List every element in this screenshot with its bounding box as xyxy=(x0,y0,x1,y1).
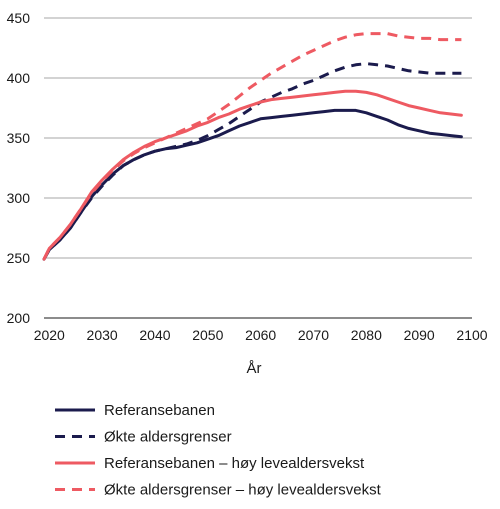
y-tick-label: 200 xyxy=(7,310,31,326)
x-tick-label: 2050 xyxy=(192,327,223,343)
legend-label-3: Referansebanen – høy levealdersvekst xyxy=(104,455,365,472)
x-tick-label: 2070 xyxy=(298,327,329,343)
x-tick-label: 2060 xyxy=(245,327,276,343)
y-tick-label: 250 xyxy=(7,250,31,266)
series-line-1 xyxy=(42,108,463,261)
x-tick-label: 2030 xyxy=(87,327,118,343)
series-line-2 xyxy=(42,62,462,260)
y-tick-labels: 200 250 300 350 400 450 xyxy=(7,10,31,326)
gridlines xyxy=(44,17,472,259)
y-tick-label: 300 xyxy=(7,190,31,206)
y-tick-label: 350 xyxy=(7,130,31,146)
x-tick-label: 2090 xyxy=(404,327,435,343)
y-tick-label: 450 xyxy=(7,10,31,26)
legend-label-4: Økte aldersgrenser – høy levealdersvekst xyxy=(104,482,382,499)
series-line-4 xyxy=(42,32,462,260)
x-axis-title: År xyxy=(247,360,262,377)
legend-label-2: Økte aldersgrenser xyxy=(104,429,232,446)
x-tick-label: 2100 xyxy=(456,327,487,343)
x-tick-label: 2020 xyxy=(34,327,65,343)
x-tick-label: 2040 xyxy=(139,327,170,343)
x-tick-labels: 2020 2030 2040 2050 2060 2070 2080 2090 2100 xyxy=(34,327,488,343)
legend: Referansebanen Økte aldersgrenser Referans… xyxy=(55,402,382,499)
x-tick-label: 2080 xyxy=(351,327,382,343)
y-tick-label: 400 xyxy=(7,70,31,86)
legend-label-1: Referansebanen xyxy=(104,402,215,419)
series-lines xyxy=(42,32,463,261)
